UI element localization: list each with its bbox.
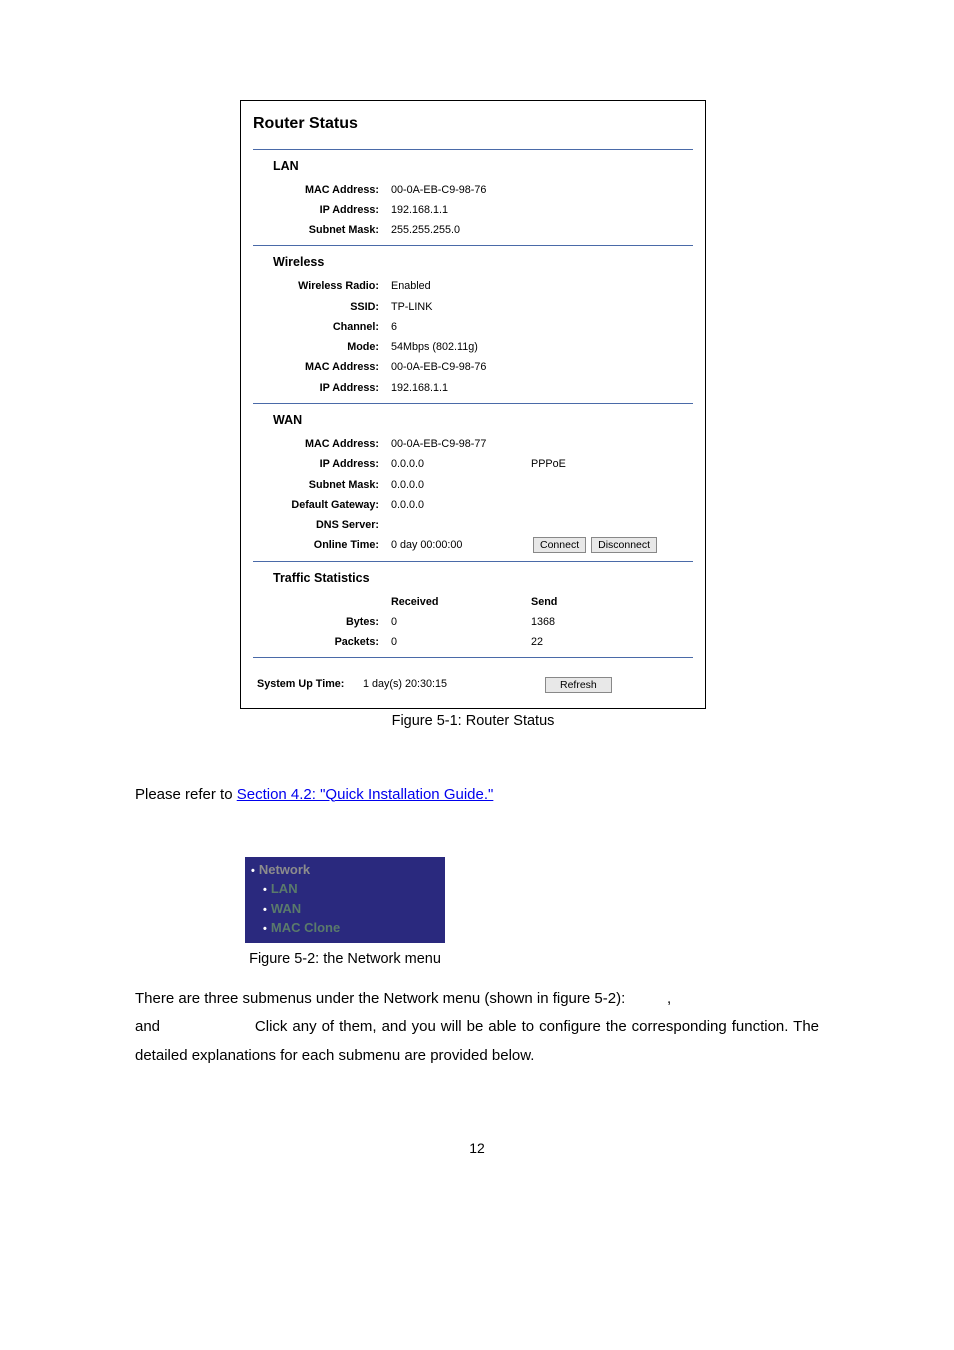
menu-item-lan[interactable]: • LAN [263,879,445,899]
traffic-packets-label: Packets: [253,634,391,651]
wireless-radio-label: Wireless Radio: [253,278,391,295]
wireless-radio-row: Wireless Radio: Enabled [253,278,693,295]
wan-subnet-row: Subnet Mask: 0.0.0.0 [253,477,693,494]
figure-5-1-caption: Figure 5-1: Router Status [240,713,706,729]
wan-heading: WAN [273,410,693,430]
wan-online-row: Online Time: 0 day 00:00:00 Connect Disc… [253,537,693,554]
wireless-radio-value: Enabled [391,278,531,295]
wan-subnet-label: Subnet Mask: [253,477,391,494]
divider [253,403,693,404]
wan-online-value: 0 day 00:00:00 [391,537,531,554]
lan-ip-row: IP Address: 192.168.1.1 [253,202,693,219]
wan-ip-value: 0.0.0.0 [391,456,531,473]
refer-text: Please refer to [135,786,237,803]
bullet-icon: • [263,904,267,916]
wireless-mode-value: 54Mbps (802.11g) [391,339,531,356]
system-uptime-value: 1 day(s) 20:30:15 [363,676,543,693]
divider [253,657,693,658]
wireless-ssid-row: SSID: TP-LINK [253,299,693,316]
wireless-channel-label: Channel: [253,319,391,336]
traffic-packets-row: Packets: 0 22 [253,634,693,651]
wan-ip-extra: PPPoE [531,456,566,473]
wan-gw-label: Default Gateway: [253,497,391,514]
menu-macclone-label: MAC Clone [271,920,340,935]
system-uptime-label: System Up Time: [253,676,363,693]
wan-online-label: Online Time: [253,537,391,554]
menu-wan-label: WAN [271,901,301,916]
wireless-ip-label: IP Address: [253,380,391,397]
bullet-icon: • [263,923,267,935]
traffic-bytes-label: Bytes: [253,614,391,631]
network-paragraph: There are three submenus under the Netwo… [135,985,819,1071]
figure-5-2-caption: Figure 5-2: the Network menu [195,951,495,967]
wan-ip-row: IP Address: 0.0.0.0 PPPoE [253,456,693,473]
para-text-1a: There are three submenus under the Netwo… [135,990,625,1007]
traffic-header-row: Received Send [253,594,693,611]
menu-lan-label: LAN [271,881,298,896]
wireless-mode-row: Mode: 54Mbps (802.11g) [253,339,693,356]
traffic-bytes-row: Bytes: 0 1368 [253,614,693,631]
wan-dns-row: DNS Server: [253,517,693,534]
wan-mac-row: MAC Address: 00-0A-EB-C9-98-77 [253,436,693,453]
wireless-mac-row: MAC Address: 00-0A-EB-C9-98-76 [253,359,693,376]
menu-network-label: Network [259,862,310,877]
menu-item-mac-clone[interactable]: • MAC Clone [263,918,445,938]
menu-item-network[interactable]: • Network [251,860,445,880]
wan-dns-label: DNS Server: [253,517,391,534]
wireless-ip-value: 192.168.1.1 [391,380,531,397]
network-menu: • Network • LAN • WAN • MAC Clone [245,857,445,943]
wireless-heading: Wireless [273,252,693,272]
panel-title: Router Status [253,111,693,137]
wireless-channel-row: Channel: 6 [253,319,693,336]
lan-subnet-row: Subnet Mask: 255.255.255.0 [253,222,693,239]
wireless-channel-value: 6 [391,319,531,336]
wireless-mac-value: 00-0A-EB-C9-98-76 [391,359,531,376]
wan-gw-row: Default Gateway: 0.0.0.0 [253,497,693,514]
traffic-bytes-received: 0 [391,614,531,631]
disconnect-button[interactable]: Disconnect [591,537,657,553]
menu-item-wan[interactable]: • WAN [263,899,445,919]
lan-mac-row: MAC Address: 00-0A-EB-C9-98-76 [253,182,693,199]
wireless-ssid-label: SSID: [253,299,391,316]
bullet-icon: • [251,865,255,877]
para-text-1b: , [667,990,671,1007]
traffic-received-header: Received [391,594,531,611]
traffic-heading: Traffic Statistics [273,568,693,588]
bullet-icon: • [263,884,267,896]
lan-ip-value: 192.168.1.1 [391,202,531,219]
refresh-button[interactable]: Refresh [545,677,612,693]
lan-ip-label: IP Address: [253,202,391,219]
divider [253,561,693,562]
traffic-packets-received: 0 [391,634,531,651]
lan-subnet-value: 255.255.255.0 [391,222,531,239]
wan-gw-value: 0.0.0.0 [391,497,531,514]
wan-subnet-value: 0.0.0.0 [391,477,531,494]
system-uptime-row: System Up Time: 1 day(s) 20:30:15 Refres… [253,670,693,693]
wan-mac-label: MAC Address: [253,436,391,453]
wireless-ip-row: IP Address: 192.168.1.1 [253,380,693,397]
para-text-2a: and [135,1018,160,1035]
lan-mac-label: MAC Address: [253,182,391,199]
connect-button[interactable]: Connect [533,537,586,553]
traffic-send-header: Send [531,594,557,611]
wireless-mode-label: Mode: [253,339,391,356]
wireless-ssid-value: TP-LINK [391,299,531,316]
wan-buttons: Connect Disconnect [531,537,657,554]
para-text-2b: Click any of them, and you will be able … [135,1018,819,1064]
wireless-mac-label: MAC Address: [253,359,391,376]
wan-ip-label: IP Address: [253,456,391,473]
traffic-bytes-send: 1368 [531,614,555,631]
refer-paragraph: Please refer to Section 4.2: "Quick Inst… [135,783,819,807]
wan-mac-value: 00-0A-EB-C9-98-77 [391,436,531,453]
router-status-panel: Router Status LAN MAC Address: 00-0A-EB-… [240,100,706,709]
lan-heading: LAN [273,156,693,176]
lan-subnet-label: Subnet Mask: [253,222,391,239]
quick-install-link[interactable]: Section 4.2: "Quick Installation Guide." [237,786,494,803]
traffic-packets-send: 22 [531,634,543,651]
divider [253,149,693,150]
divider [253,245,693,246]
lan-mac-value: 00-0A-EB-C9-98-76 [391,182,531,199]
page-number: 12 [135,1140,819,1156]
